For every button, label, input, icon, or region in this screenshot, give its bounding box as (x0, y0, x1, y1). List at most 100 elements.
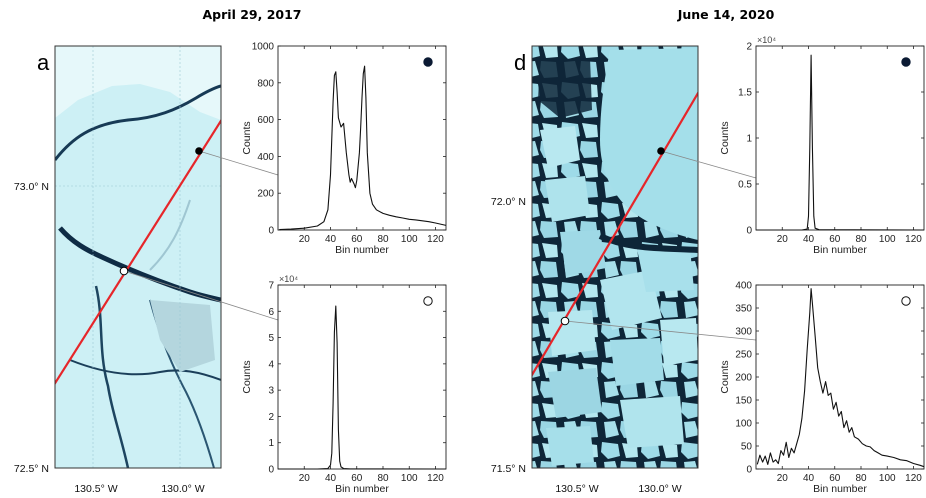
x-axis-label: Bin number (813, 244, 867, 256)
map-d-frame (531, 45, 699, 469)
legend-marker-filled (901, 57, 911, 67)
map-d-lon-label: 130.0° W (638, 483, 681, 495)
map-a-lead (69, 359, 221, 381)
x-tick-label: 80 (377, 473, 389, 484)
y-tick-label: 2 (746, 42, 752, 53)
map-a-lat-label: 72.5° N (14, 463, 49, 475)
map-d-large-floe (600, 48, 698, 240)
plot-frame (277, 284, 447, 470)
plot-frame (755, 45, 925, 231)
y-tick-label: 6 (268, 307, 274, 318)
histogram-b: 20 40 60 80 100 120 0 200 400 600 800 1000 Bin numbe… (241, 42, 447, 256)
panel-letter-d: d (514, 50, 526, 75)
map-d: 72.0° N 71.5° N 130.5° W 130.0° W (491, 45, 699, 495)
histogram-c: 20 40 60 80 100 120 0 1 2 3 4 5 6 7 ×10⁴ Bin number Coun… (241, 274, 447, 495)
y-tick-label: 4 (268, 359, 274, 370)
connector-line (198, 150, 279, 176)
y-tick-label: 400 (257, 152, 274, 163)
x-tick-label: 100 (879, 473, 896, 484)
series-line (279, 65, 447, 231)
x-tick-label: 120 (427, 473, 444, 484)
y-tick-label: 350 (735, 304, 752, 315)
map-a-lead (94, 285, 130, 468)
y-tick-label: 150 (735, 396, 752, 407)
map-d-lon-label: 130.5° W (555, 483, 598, 495)
y-axis-label: Counts (719, 360, 731, 393)
y-tick-label: 400 (735, 281, 752, 292)
map-a-lat-label: 73.0° N (14, 181, 49, 193)
x-axis-label: Bin number (813, 483, 867, 495)
y-tick-label: 1 (746, 134, 752, 145)
x-tick-label: 80 (855, 473, 867, 484)
map-d-lat-label: 71.5° N (491, 463, 526, 475)
map-a-ice-sheet (55, 46, 221, 120)
y-tick-label: 50 (741, 442, 753, 453)
x-tick-label: 100 (879, 234, 896, 245)
y-tick-label: 0 (746, 226, 752, 237)
legend-marker-open (423, 296, 433, 306)
map-d-lat-label: 72.0° N (491, 196, 526, 208)
y-tick-label: 2 (268, 412, 274, 423)
title-right: June 14, 2020 (677, 7, 775, 22)
histogram-e: 20 40 60 80 100 120 0 0.5 1 1.5 2 ×10⁴ Bin number Cou… (719, 35, 925, 256)
y-exponent-label: ×10⁴ (279, 274, 298, 284)
x-tick-label: 20 (299, 234, 311, 245)
x-tick-label: 120 (427, 234, 444, 245)
map-d-track (532, 90, 698, 378)
legend-marker-filled (423, 57, 433, 67)
plot-frame (277, 45, 447, 231)
y-tick-label: 7 (268, 281, 274, 292)
track-point-open (560, 316, 570, 326)
connector-line (660, 150, 757, 179)
connector-line (564, 320, 757, 341)
y-tick-label: 1.5 (738, 88, 752, 99)
x-tick-label: 40 (325, 473, 337, 484)
y-tick-label: 100 (735, 419, 752, 430)
histogram-f: 20 40 60 80 100 120 0 50 100 150 200 250 300 350 400 Bi… (719, 281, 925, 495)
map-a-ridge (149, 199, 191, 271)
x-tick-label: 40 (803, 234, 815, 245)
x-tick-label: 100 (401, 473, 418, 484)
map-a-ice (55, 46, 221, 468)
x-tick-label: 60 (351, 234, 363, 245)
connector-line (123, 270, 279, 321)
title-left: April 29, 2017 (203, 7, 302, 22)
map-a-floe (150, 300, 215, 372)
x-tick-label: 120 (905, 234, 922, 245)
y-tick-label: 200 (257, 189, 274, 200)
y-tick-label: 0.5 (738, 180, 752, 191)
map-a-lon-label: 130.0° W (161, 483, 204, 495)
track-point-open (119, 266, 129, 276)
x-tick-label: 20 (777, 234, 789, 245)
series-line (278, 305, 447, 470)
y-tick-label: 0 (268, 226, 274, 237)
x-tick-label: 60 (829, 473, 841, 484)
y-tick-label: 1000 (252, 42, 275, 53)
track-point-filled (657, 147, 665, 155)
y-tick-label: 300 (735, 327, 752, 338)
x-tick-label: 100 (401, 234, 418, 245)
panel-letter-a: a (37, 50, 50, 75)
map-a-track (55, 118, 221, 386)
y-exponent-label: ×10⁴ (757, 35, 776, 45)
y-tick-label: 600 (257, 115, 274, 126)
y-tick-label: 1 (268, 438, 274, 449)
x-axis-label: Bin number (335, 483, 389, 495)
map-a-lead (55, 84, 221, 161)
x-tick-label: 60 (351, 473, 363, 484)
y-tick-label: 0 (268, 465, 274, 476)
x-tick-label: 40 (803, 473, 815, 484)
y-tick-label: 3 (268, 386, 274, 397)
y-tick-label: 5 (268, 333, 274, 344)
x-tick-label: 60 (829, 234, 841, 245)
map-a: 73.0° N 72.5° N 130.5° W 130.0° W (14, 45, 222, 495)
y-tick-label: 800 (257, 78, 274, 89)
y-axis-label: Counts (719, 121, 731, 154)
x-tick-label: 20 (777, 473, 789, 484)
x-tick-label: 120 (905, 473, 922, 484)
series-line (756, 288, 925, 468)
x-tick-label: 80 (855, 234, 867, 245)
x-tick-label: 20 (299, 473, 311, 484)
y-tick-label: 250 (735, 350, 752, 361)
